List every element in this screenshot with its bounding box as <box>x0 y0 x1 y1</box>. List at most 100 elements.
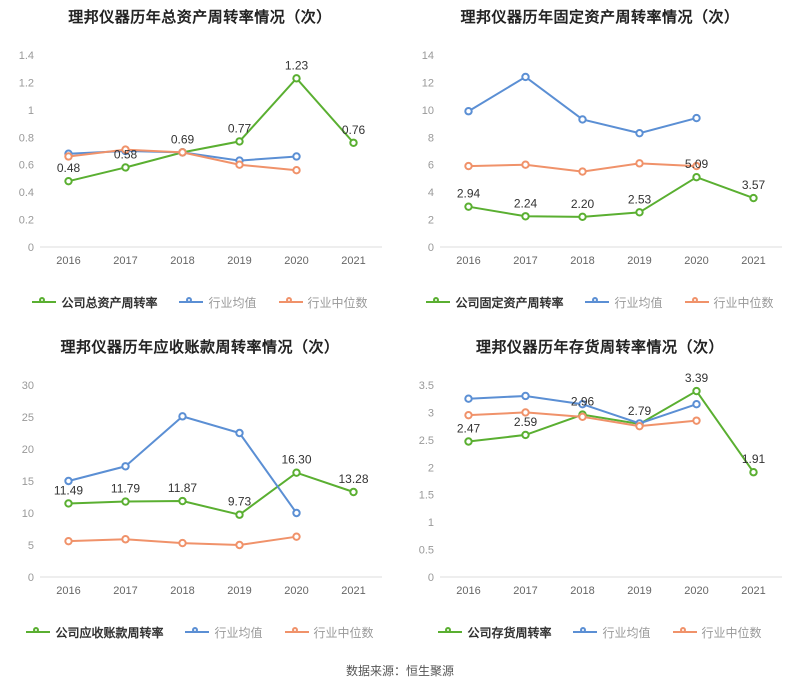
y-tick-label: 30 <box>22 380 34 392</box>
legend-item-company: 公司存货周转率 <box>438 624 551 641</box>
y-tick-label: 0.5 <box>419 545 434 557</box>
data-label: 0.77 <box>228 121 252 135</box>
y-tick-label: 12 <box>422 77 434 89</box>
data-point-company <box>349 138 358 147</box>
data-point-company <box>121 497 130 506</box>
data-point-company <box>692 172 701 182</box>
x-tick-label: 2021 <box>341 585 365 597</box>
line-marker-icon <box>179 297 204 307</box>
legend-label: 公司总资产周转率 <box>61 295 158 310</box>
data-point-industry_median <box>578 412 587 422</box>
x-tick-label: 2019 <box>627 585 651 597</box>
data-label: 1.91 <box>742 452 766 466</box>
data-point-industry_mean <box>578 400 587 409</box>
x-tick-label: 2017 <box>113 255 137 267</box>
y-tick-label: 0 <box>428 242 434 254</box>
x-tick-label: 2020 <box>284 585 308 597</box>
data-point-industry_median <box>464 161 473 171</box>
y-tick-label: 20 <box>22 444 34 456</box>
data-point-industry_mean <box>521 391 530 401</box>
y-tick-label: 2 <box>428 215 434 227</box>
data-point-industry_mean <box>464 107 473 116</box>
data-label: 11.49 <box>54 483 83 497</box>
chart-title: 理邦仪器历年固定资产周转率情况（次） <box>460 9 740 26</box>
data-label: 3.39 <box>685 371 709 385</box>
legend-item-industry-median: 行业中位数 <box>684 294 774 311</box>
data-point-industry_mean <box>635 128 644 138</box>
data-point-company <box>692 386 701 396</box>
x-tick-label: 2016 <box>56 585 80 597</box>
data-point-company <box>64 499 73 508</box>
legend-item-industry-mean: 行业均值 <box>573 624 651 641</box>
data-point-company <box>235 510 244 519</box>
x-tick-label: 2020 <box>684 255 708 267</box>
y-tick-label: 1 <box>28 105 34 117</box>
data-label: 13.28 <box>338 472 368 486</box>
data-point-company <box>521 430 530 440</box>
data-point-industry_median <box>521 160 530 169</box>
data-point-industry_median <box>121 535 130 544</box>
series-line-company <box>68 471 354 516</box>
data-label: 11.79 <box>111 482 140 496</box>
chart-fixed-asset-turnover: 理邦仪器历年固定资产周转率情况（次） 0 2 4 6 8 10 12 14 2016 2017 20… <box>400 0 800 330</box>
legend-label: 行业中位数 <box>307 295 368 310</box>
y-tick-label: 1.2 <box>19 77 34 89</box>
y-tick-label: 0.4 <box>19 187 34 199</box>
legend-item-industry-median: 行业中位数 <box>672 624 762 641</box>
x-tick-label: 2018 <box>170 255 194 267</box>
data-point-industry_median <box>121 145 130 154</box>
line-marker-icon <box>284 627 309 637</box>
legend-label: 行业均值 <box>208 295 257 310</box>
data-point-company <box>292 468 301 477</box>
data-point-industry_median <box>692 416 701 425</box>
data-point-company <box>349 487 358 497</box>
data-point-industry_mean <box>692 113 701 123</box>
data-point-industry_median <box>635 159 644 168</box>
data-point-industry_median <box>692 161 701 171</box>
data-point-industry_mean <box>292 152 301 161</box>
line-marker-icon <box>684 297 709 307</box>
chart-title: 理邦仪器历年存货周转率情况（次） <box>475 339 724 356</box>
data-point-company <box>749 193 758 203</box>
data-point-industry_median <box>292 166 301 175</box>
data-source-note: 数据来源：恒生聚源 <box>345 664 454 678</box>
line-marker-icon <box>26 627 51 637</box>
line-marker-icon <box>672 627 697 637</box>
data-label: 2.59 <box>514 415 538 429</box>
legend-label: 行业中位数 <box>313 625 374 640</box>
x-tick-label: 2020 <box>284 255 308 267</box>
y-tick-label: 4 <box>428 187 434 199</box>
x-tick-label: 2017 <box>513 585 537 597</box>
data-point-industry_median <box>64 536 73 546</box>
y-tick-label: 10 <box>22 508 34 520</box>
y-tick-label: 3 <box>428 407 434 419</box>
data-label: 2.79 <box>628 404 652 418</box>
line-marker-icon <box>278 297 303 307</box>
data-label: 16.30 <box>281 453 311 467</box>
legend-item-company: 公司应收账款周转率 <box>26 624 163 641</box>
x-tick-label: 2021 <box>741 255 765 267</box>
data-point-industry_mean <box>292 508 301 518</box>
y-tick-label: 0 <box>28 242 34 254</box>
data-point-industry_median <box>64 152 73 161</box>
plot-area: 0 5 10 15 20 25 30 2016 2017 2018 2019 2020 2021 11.4… <box>22 380 382 597</box>
legend-label: 公司固定资产周转率 <box>455 295 564 310</box>
data-point-industry_mean <box>178 412 187 421</box>
y-tick-label: 3.5 <box>419 380 434 392</box>
legend-label: 行业中位数 <box>701 625 762 640</box>
legend-label: 公司应收账款周转率 <box>55 625 164 640</box>
line-marker-icon <box>438 627 463 637</box>
legend: 公司总资产周转率 行业均值 行业中位数 <box>0 289 400 315</box>
legend-item-company: 公司固定资产周转率 <box>426 294 563 311</box>
data-point-industry_median <box>178 148 187 157</box>
y-tick-label: 0 <box>28 572 34 584</box>
legend-label: 公司存货周转率 <box>467 625 552 640</box>
legend-item-industry-mean: 行业均值 <box>185 624 263 641</box>
chart-inventory-turnover: 理邦仪器历年存货周转率情况（次） 0 0.5 1 1.5 2 2.5 3 3.5 2016 201… <box>400 330 800 660</box>
series-line-company <box>468 389 755 473</box>
data-point-company <box>121 163 130 172</box>
charts-grid: 理邦仪器历年总资产周转率情况（次） 0 0.2 0.4 0.6 0.8 1 1.2 1.4 20… <box>0 0 800 660</box>
data-label: 5.09 <box>685 157 709 171</box>
data-label: 3.57 <box>742 178 766 192</box>
data-point-industry_median <box>521 408 530 417</box>
